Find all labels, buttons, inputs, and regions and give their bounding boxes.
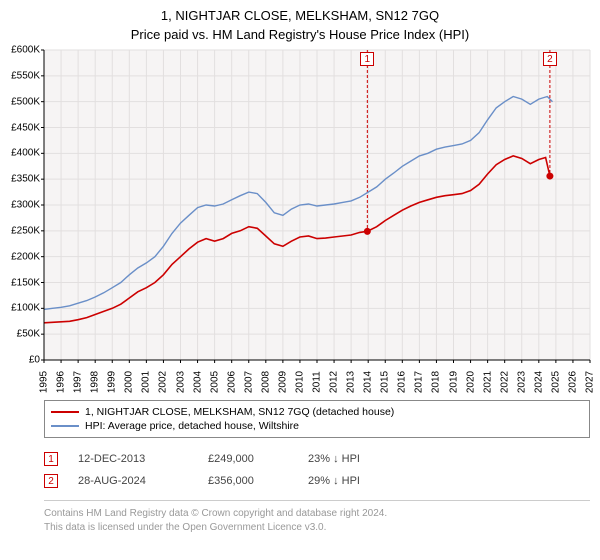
x-tick-label: 2009 <box>277 371 288 393</box>
y-axis-labels: £0£50K£100K£150K£200K£250K£300K£350K£400… <box>0 50 42 360</box>
y-tick-label: £100K <box>11 303 40 314</box>
sale-hpi: 23% ↓ HPI <box>308 453 398 465</box>
y-tick-label: £400K <box>11 148 40 159</box>
legend-item: 1, NIGHTJAR CLOSE, MELKSHAM, SN12 7GQ (d… <box>51 405 583 419</box>
x-tick-label: 1995 <box>39 371 50 393</box>
sale-row-marker: 2 <box>44 474 58 488</box>
footer-line-2: This data is licensed under the Open Gov… <box>44 521 590 535</box>
sale-row: 2 28-AUG-2024 £356,000 29% ↓ HPI <box>44 470 590 492</box>
legend-swatch <box>51 425 79 427</box>
legend-item: HPI: Average price, detached house, Wilt… <box>51 419 583 433</box>
footer-line-1: Contains HM Land Registry data © Crown c… <box>44 507 590 521</box>
legend-swatch <box>51 411 79 413</box>
x-tick-label: 1997 <box>73 371 84 393</box>
chart-svg <box>44 50 590 360</box>
legend: 1, NIGHTJAR CLOSE, MELKSHAM, SN12 7GQ (d… <box>44 400 590 438</box>
x-tick-label: 2005 <box>209 371 220 393</box>
x-tick-label: 2026 <box>567 371 578 393</box>
x-tick-label: 2003 <box>175 371 186 393</box>
y-tick-label: £50K <box>17 329 40 340</box>
x-tick-label: 1998 <box>90 371 101 393</box>
x-tick-label: 2025 <box>550 371 561 393</box>
y-tick-label: £600K <box>11 45 40 56</box>
x-tick-label: 2011 <box>312 371 323 393</box>
sale-date: 28-AUG-2024 <box>78 475 188 487</box>
plot-area: 12 <box>44 50 590 360</box>
sale-hpi: 29% ↓ HPI <box>308 475 398 487</box>
x-tick-label: 2012 <box>329 371 340 393</box>
x-tick-label: 2013 <box>346 371 357 393</box>
y-tick-label: £0 <box>29 355 40 366</box>
x-tick-label: 1996 <box>56 371 67 393</box>
y-tick-label: £300K <box>11 200 40 211</box>
x-tick-label: 2015 <box>380 371 391 393</box>
sales-table: 1 12-DEC-2013 £249,000 23% ↓ HPI 2 28-AUG-202… <box>44 448 590 492</box>
x-axis-labels: 1995199619971998199920002001200220032004… <box>44 360 590 394</box>
x-tick-label: 2027 <box>585 371 596 393</box>
x-tick-label: 2023 <box>516 371 527 393</box>
x-tick-label: 2008 <box>260 371 271 393</box>
chart-subtitle: Price paid vs. HM Land Registry's House … <box>0 23 600 50</box>
x-tick-label: 2006 <box>226 371 237 393</box>
x-tick-label: 2020 <box>465 371 476 393</box>
y-tick-label: £550K <box>11 70 40 81</box>
x-tick-label: 2010 <box>294 371 305 393</box>
x-tick-label: 2024 <box>533 371 544 393</box>
sale-price: £356,000 <box>208 475 288 487</box>
chart-title: 1, NIGHTJAR CLOSE, MELKSHAM, SN12 7GQ <box>0 0 600 23</box>
y-tick-label: £450K <box>11 122 40 133</box>
x-tick-label: 2021 <box>482 371 493 393</box>
y-tick-label: £200K <box>11 251 40 262</box>
y-tick-label: £150K <box>11 277 40 288</box>
x-tick-label: 2017 <box>414 371 425 393</box>
x-tick-label: 2002 <box>158 371 169 393</box>
x-tick-label: 2014 <box>363 371 374 393</box>
x-tick-label: 2016 <box>397 371 408 393</box>
x-tick-label: 2019 <box>448 371 459 393</box>
y-tick-label: £350K <box>11 174 40 185</box>
x-tick-label: 2000 <box>124 371 135 393</box>
x-tick-label: 2022 <box>499 371 510 393</box>
chart-container: 1, NIGHTJAR CLOSE, MELKSHAM, SN12 7GQ Pr… <box>0 0 600 534</box>
footer: Contains HM Land Registry data © Crown c… <box>44 500 590 534</box>
x-tick-label: 2004 <box>192 371 203 393</box>
x-tick-label: 2007 <box>243 371 254 393</box>
sale-price: £249,000 <box>208 453 288 465</box>
legend-label: HPI: Average price, detached house, Wilt… <box>85 420 299 432</box>
y-tick-label: £250K <box>11 225 40 236</box>
sale-marker-1: 1 <box>360 52 374 66</box>
sale-row-marker: 1 <box>44 452 58 466</box>
sale-date: 12-DEC-2013 <box>78 453 188 465</box>
x-tick-label: 2001 <box>141 371 152 393</box>
y-tick-label: £500K <box>11 96 40 107</box>
sale-row: 1 12-DEC-2013 £249,000 23% ↓ HPI <box>44 448 590 470</box>
sale-marker-2: 2 <box>543 52 557 66</box>
legend-label: 1, NIGHTJAR CLOSE, MELKSHAM, SN12 7GQ (d… <box>85 406 394 418</box>
x-tick-label: 2018 <box>431 371 442 393</box>
x-tick-label: 1999 <box>107 371 118 393</box>
